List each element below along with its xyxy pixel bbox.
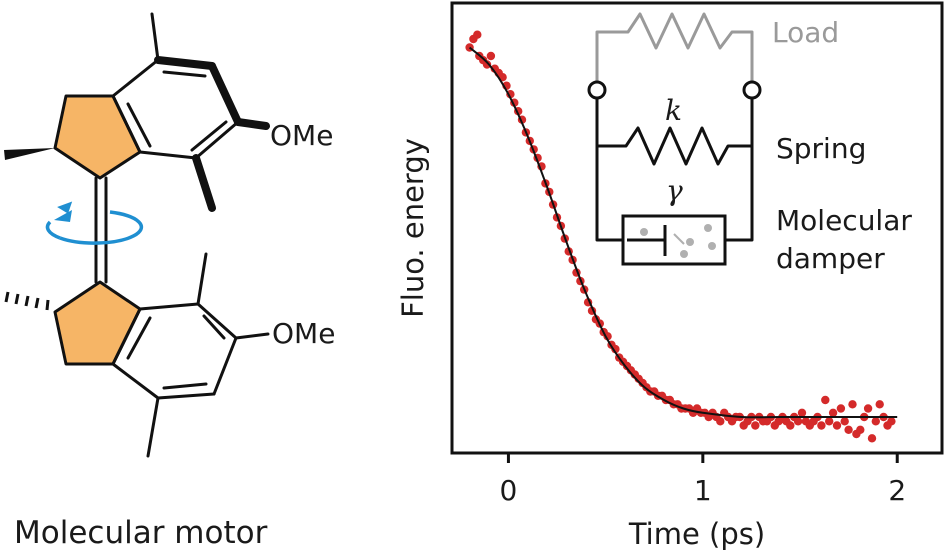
damper-particle [640,228,648,236]
y-axis-label: Fluo. energy [396,138,430,318]
upper-cyclopentene-ring [53,94,142,180]
plot-frame [450,1,944,455]
damper-particle [708,242,716,250]
damper-symbol: γ [666,174,683,207]
x-tick-label: 0 [500,474,518,507]
ome-label-bottom: OMe [272,317,335,350]
data-point [611,344,620,354]
upper-benzene-ring [4,12,270,212]
damper-particle [680,250,688,258]
spring-right-rail [724,98,754,242]
data-point [793,417,803,426]
x-axis-label: Time (ps) [628,517,765,551]
data-point [482,60,492,69]
damper-label-line2: damper [776,242,885,275]
data-points [465,30,896,443]
data-point [840,417,849,426]
x-tick-label: 2 [888,474,906,507]
molecule-caption: Molecular motor [14,515,268,551]
terminal-right [742,80,762,100]
chart-area: 0 1 2 Time (ps) Fluo. energy [396,1,944,551]
data-point [887,417,896,426]
load-label: Load [772,16,839,49]
circuit-inset: Load k Spring γ Molecular damper [587,12,912,275]
data-point [486,51,496,61]
data-point [871,417,880,426]
hashed-methyl [4,291,50,311]
data-point [751,421,760,430]
data-point [716,417,725,426]
data-point [844,425,853,434]
data-point [473,30,482,39]
data-point [825,417,834,426]
data-point [828,408,838,417]
rotation-arrow-icon [45,201,144,245]
data-point [867,434,877,443]
data-point [863,404,873,413]
data-point [836,404,846,413]
data-point [875,400,884,409]
data-point [817,421,826,430]
lower-cyclopentene-ring [53,280,142,366]
x-tick-label: 1 [694,474,712,507]
lower-benzene-ring [4,252,270,458]
load-resistor [595,12,754,86]
damper-particle [704,224,712,232]
wedge-methyl [4,148,55,160]
damper-label-line1: Molecular [776,204,912,237]
data-point [856,425,865,434]
data-point [832,421,842,430]
spring-symbol: k [665,94,682,127]
terminal-left [587,80,607,100]
molecular-motor-structure: OMe [4,12,335,551]
damper-particle [686,238,694,246]
ome-label-top: OMe [270,119,333,152]
fit-curve [468,46,898,419]
x-axis-ticks: 0 1 2 [500,453,906,507]
data-point [797,408,807,417]
data-point [821,395,830,405]
data-point [786,421,795,430]
data-point [848,400,857,409]
damper-motion-line [673,233,685,245]
spring-zigzag [597,126,752,166]
spring-label: Spring [776,132,866,165]
